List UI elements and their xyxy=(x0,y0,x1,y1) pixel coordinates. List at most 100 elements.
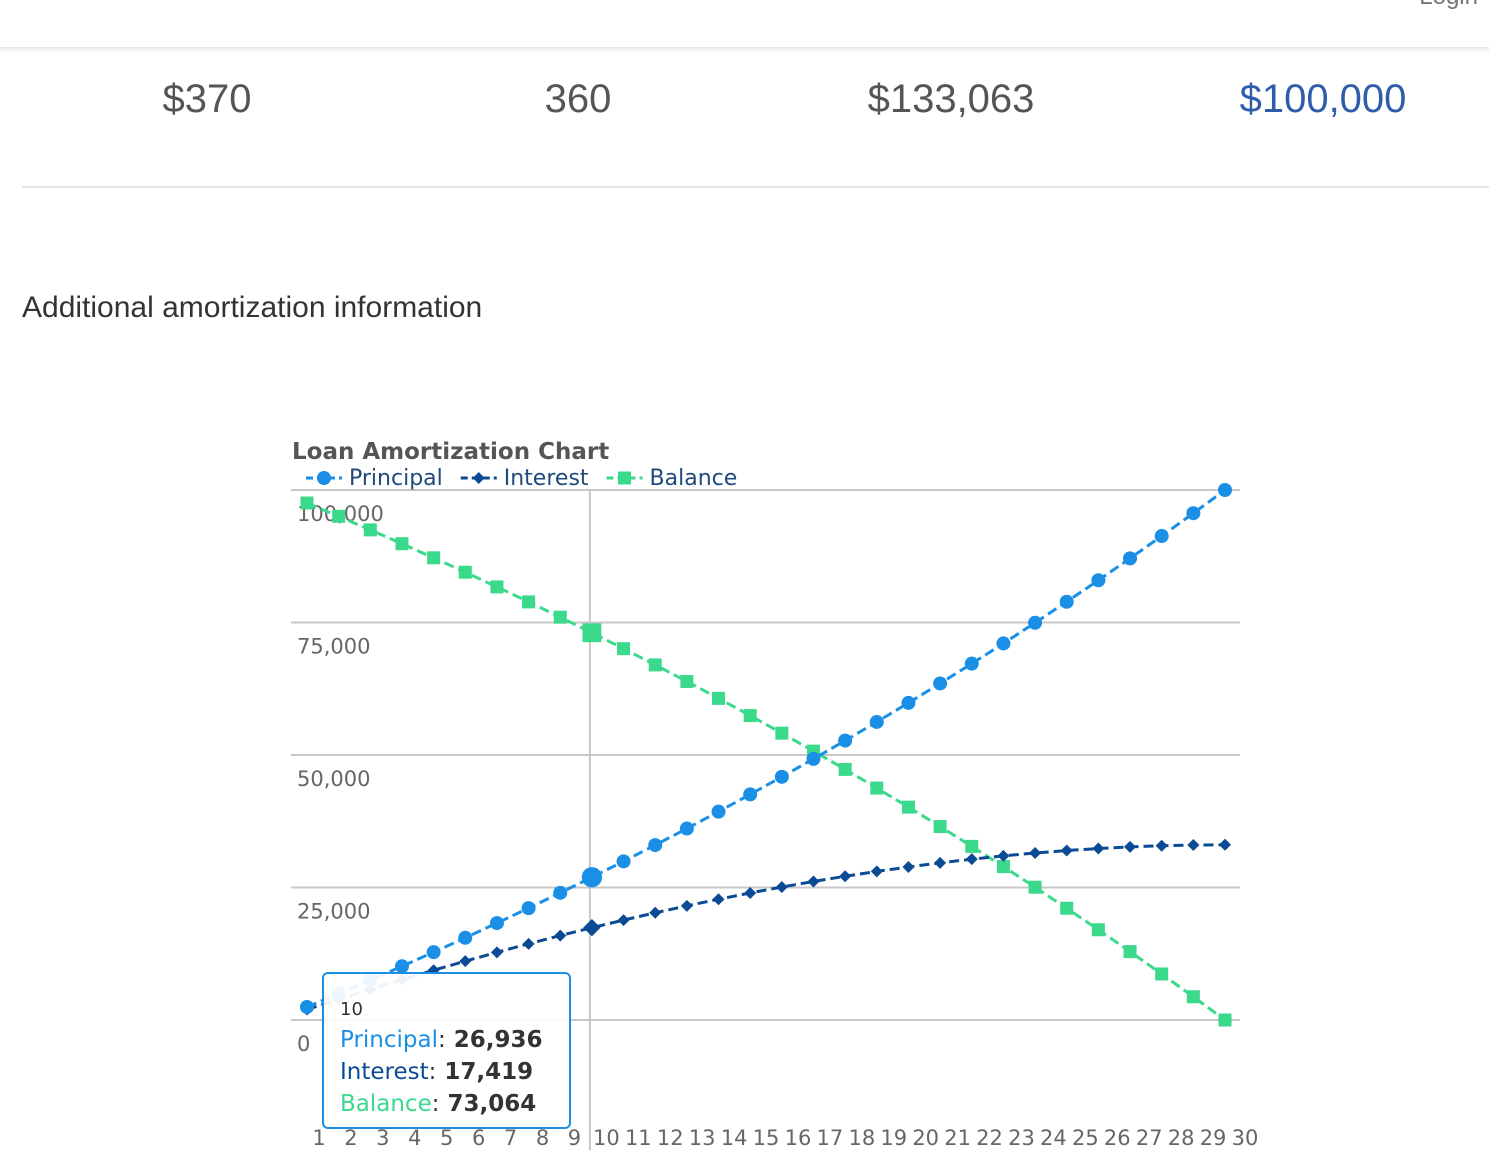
point xyxy=(1091,923,1105,937)
point xyxy=(427,551,441,565)
point xyxy=(458,565,472,579)
point xyxy=(965,853,978,866)
point xyxy=(775,726,789,740)
tooltip-value: 73,064 xyxy=(447,1091,536,1117)
point xyxy=(743,787,758,802)
tooltip-sep: : xyxy=(438,1027,446,1053)
point xyxy=(300,496,314,510)
point xyxy=(618,471,632,485)
point xyxy=(300,999,314,1014)
x-tick-label: 19 xyxy=(880,1126,907,1150)
point xyxy=(806,751,821,766)
series-line xyxy=(306,501,1226,1022)
x-tick-label: 17 xyxy=(817,1126,844,1150)
point xyxy=(1059,594,1074,609)
point xyxy=(1186,506,1201,521)
point xyxy=(933,820,947,834)
point xyxy=(838,733,853,748)
point xyxy=(1219,838,1231,851)
series-line xyxy=(306,488,1226,1009)
x-tick-label: 7 xyxy=(504,1126,517,1150)
point xyxy=(774,769,789,784)
section-heading: Additional amortization information xyxy=(22,291,482,324)
tooltip-row: Principal: 26,936 xyxy=(340,1027,543,1053)
point xyxy=(426,945,441,960)
y-tick-label: 75,000 xyxy=(297,635,370,659)
point xyxy=(617,914,630,927)
y-tick-label: 50,000 xyxy=(297,767,370,791)
point xyxy=(711,804,726,819)
tooltip-name: Balance xyxy=(340,1091,432,1117)
point xyxy=(1187,839,1200,852)
tooltip-row: Balance: 73,064 xyxy=(340,1091,536,1117)
point xyxy=(490,580,504,594)
point xyxy=(1123,551,1138,566)
point xyxy=(839,870,852,883)
point xyxy=(807,875,820,888)
chart-title: Loan Amortization Chart xyxy=(292,439,609,465)
tooltip-value: 17,419 xyxy=(444,1059,533,1085)
point xyxy=(332,509,346,523)
x-tick-label: 3 xyxy=(376,1126,389,1150)
point xyxy=(901,695,916,710)
point xyxy=(1029,847,1042,860)
point xyxy=(1028,880,1042,894)
legend-label: Interest xyxy=(504,466,589,491)
point xyxy=(1154,529,1169,544)
point xyxy=(996,860,1010,874)
point xyxy=(870,781,884,795)
tooltip-row: Interest: 17,419 xyxy=(340,1059,533,1085)
x-tick-label: 9 xyxy=(568,1126,581,1150)
point xyxy=(1060,901,1074,915)
point xyxy=(582,623,602,643)
point xyxy=(1060,844,1073,857)
x-tick-label: 13 xyxy=(689,1126,716,1150)
point xyxy=(1155,967,1169,981)
series-0 xyxy=(300,483,1232,1014)
point xyxy=(934,856,947,869)
point xyxy=(712,691,726,705)
tooltip-sep: : xyxy=(432,1091,440,1117)
x-tick-label: 25 xyxy=(1072,1126,1099,1150)
point xyxy=(521,901,536,916)
point xyxy=(553,885,568,900)
point xyxy=(617,642,631,656)
point xyxy=(1124,840,1137,853)
point xyxy=(489,916,504,931)
x-tick-label: 23 xyxy=(1008,1126,1035,1150)
x-tick-label: 26 xyxy=(1104,1126,1131,1150)
legend-label: Balance xyxy=(650,466,738,491)
point xyxy=(743,709,757,723)
login-link[interactable]: Login xyxy=(1419,0,1478,10)
point xyxy=(317,471,331,485)
top-bar xyxy=(0,0,1489,47)
tooltip-title: 10 xyxy=(340,999,363,1020)
x-tick-label: 4 xyxy=(408,1126,421,1150)
point xyxy=(649,906,662,919)
loan-amount: $100,000 xyxy=(1240,77,1407,121)
point xyxy=(459,955,472,968)
tooltip-name: Interest xyxy=(340,1059,429,1085)
x-tick-label: 18 xyxy=(848,1126,875,1150)
x-tick-label: 5 xyxy=(440,1126,453,1150)
tooltip-value: 26,936 xyxy=(454,1027,543,1053)
point xyxy=(395,537,409,551)
point xyxy=(648,838,663,853)
point xyxy=(522,595,536,609)
point xyxy=(1091,573,1106,588)
point xyxy=(553,610,567,624)
series-2 xyxy=(300,496,1232,1027)
x-tick-label: 21 xyxy=(944,1126,971,1150)
x-tick-label: 28 xyxy=(1168,1126,1195,1150)
x-tick-label: 30 xyxy=(1232,1126,1259,1150)
total-paid: $133,063 xyxy=(868,77,1035,121)
point xyxy=(775,881,788,894)
point xyxy=(1218,1013,1232,1027)
x-tick-label: 11 xyxy=(625,1126,652,1150)
point xyxy=(1218,483,1232,497)
point xyxy=(581,867,603,888)
x-tick-label: 27 xyxy=(1136,1126,1163,1150)
tooltip-box xyxy=(322,972,571,1129)
